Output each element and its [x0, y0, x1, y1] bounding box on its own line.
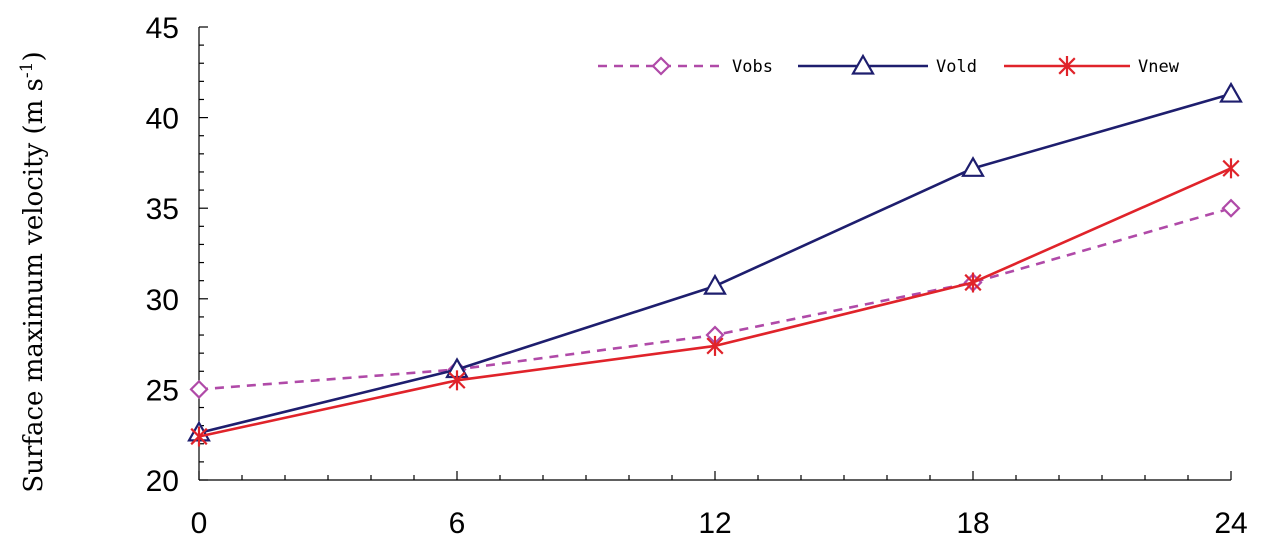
y-tick-label: 20	[146, 465, 179, 498]
data-point-vnew	[706, 335, 724, 356]
legend-marker-vnew	[1058, 56, 1076, 76]
y-axis-label-superscript: -1	[17, 62, 37, 79]
asterisk-stroke	[448, 371, 466, 389]
legend-item-vobs: Vobs	[598, 56, 773, 77]
legend-marker-vold	[851, 53, 875, 75]
series-layer	[187, 81, 1243, 447]
series-vobs	[189, 198, 1241, 399]
y-axis-label-closing: )	[19, 51, 49, 61]
data-point-vnew	[190, 426, 208, 447]
legend-marker-vobs	[651, 56, 671, 76]
y-tick-label: 45	[146, 12, 179, 45]
legend-item-vold: Vold	[798, 53, 977, 77]
data-point-vnew	[1222, 158, 1240, 179]
data-point-vold	[1219, 81, 1243, 103]
data-point-vold	[961, 156, 985, 177]
series-vnew	[190, 158, 1240, 447]
data-point-vnew	[448, 370, 466, 391]
y-axis-label: Surface maximum velocity (m s-1)	[17, 51, 49, 492]
asterisk-stroke	[190, 427, 208, 446]
legend-label-vold: Vold	[936, 57, 977, 77]
data-point-vnew	[964, 272, 982, 293]
x-tick-label: 0	[191, 507, 208, 538]
axes: 20 25 30 35 40 45 0 6 12 18 24	[146, 12, 1248, 538]
y-tick-label: 40	[146, 103, 179, 136]
series-line-vold	[198, 92, 1232, 435]
y-tick-label: 25	[146, 374, 179, 407]
x-tick-label: 6	[449, 507, 466, 538]
series-line-vnew	[198, 167, 1232, 438]
asterisk-stroke	[1058, 57, 1076, 75]
series-vold	[187, 81, 1243, 442]
asterisk-stroke	[706, 337, 724, 355]
legend-label-vnew: Vnew	[1138, 57, 1180, 77]
series-line-vobs	[198, 206, 1232, 391]
data-point-vobs	[1221, 198, 1241, 218]
legend-item-vnew: Vnew	[1004, 56, 1180, 77]
asterisk-stroke	[964, 273, 982, 292]
y-axis-label-text: Surface maximum velocity (m s	[19, 78, 49, 493]
svg-text:Surface maximum velocity (m s-: Surface maximum velocity (m s-1)	[17, 51, 49, 492]
legend-label-vobs: Vobs	[732, 57, 773, 77]
data-point-vold	[703, 273, 727, 295]
data-point-vobs	[189, 379, 209, 399]
y-tick-label: 30	[146, 284, 179, 317]
legend: Vobs Vold Vnew	[598, 53, 1180, 77]
x-tick-label: 24	[1214, 507, 1247, 538]
x-tick-label: 18	[956, 507, 989, 538]
x-tick-label: 12	[698, 507, 731, 538]
y-tick-label: 35	[146, 193, 179, 226]
asterisk-stroke	[1222, 159, 1240, 177]
